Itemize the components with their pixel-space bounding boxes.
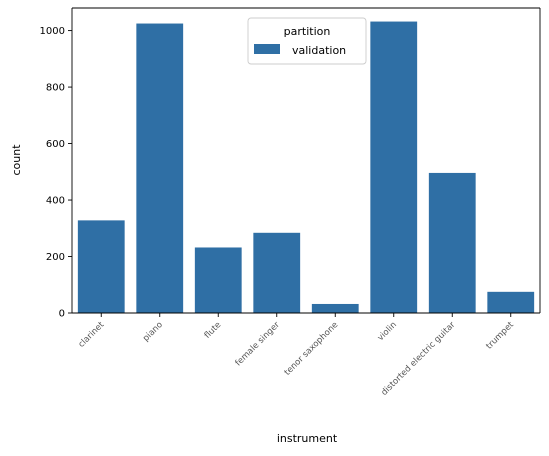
legend-swatch-validation (254, 44, 280, 54)
y-tick-label: 200 (46, 252, 65, 263)
bar-clarinet (77, 220, 125, 313)
bar-violin (370, 21, 418, 314)
y-tick-label: 400 (46, 196, 65, 207)
y-tick-label: 0 (59, 309, 65, 320)
bar-distorted-electric-guitar (428, 172, 476, 313)
x-tick-label-clarinet: clarinet (77, 320, 107, 350)
y-tick-label: 600 (46, 139, 65, 150)
x-axis-label: instrument (277, 432, 338, 445)
x-tick-label-violin: violin (376, 320, 399, 343)
bar-trumpet (487, 291, 535, 313)
bar-flute (194, 247, 242, 313)
bar-tenor-saxophone (311, 303, 359, 313)
x-tick-label-trumpet: trumpet (484, 320, 516, 352)
x-tick-label-piano: piano (141, 320, 165, 344)
y-axis-label: count (10, 144, 23, 176)
y-tick-label: 800 (46, 83, 65, 94)
x-tick-label-tenor-saxophone: tenor saxophone (283, 320, 341, 378)
legend: partition validation (247, 17, 367, 65)
bars (77, 21, 535, 314)
y-tick-label: 1000 (40, 26, 65, 37)
legend-title: partition (284, 25, 331, 38)
y-axis-ticks: 0 200 400 600 800 1000 (40, 26, 72, 320)
x-axis-ticks: clarinet piano flute female singer tenor sax… (77, 313, 516, 398)
x-tick-label-flute: flute (203, 320, 224, 341)
bar-piano (136, 23, 184, 313)
bar-female-singer (253, 232, 301, 313)
legend-entry-validation: validation (292, 44, 346, 57)
x-tick-label-female-singer: female singer (234, 320, 283, 369)
axes-frame (71, 7, 541, 314)
